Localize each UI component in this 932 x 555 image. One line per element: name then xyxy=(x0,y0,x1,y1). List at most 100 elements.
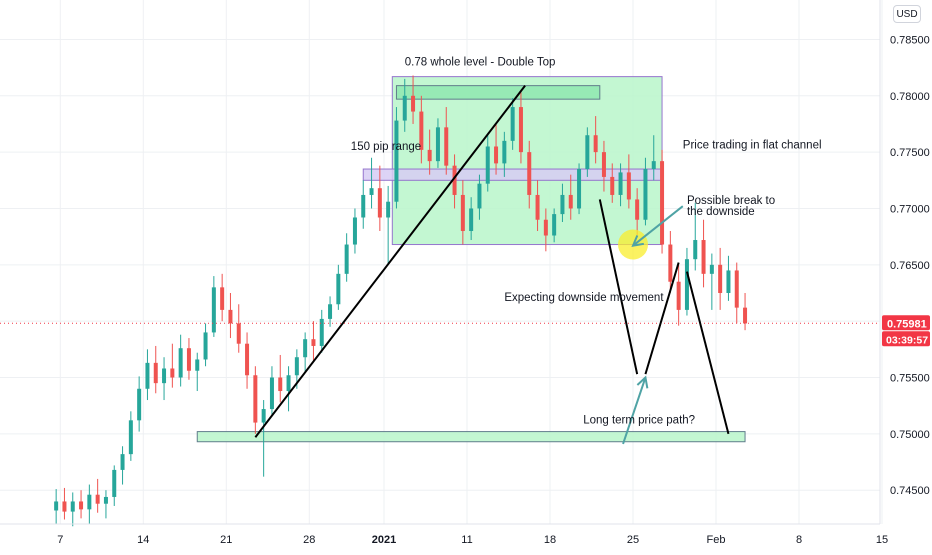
candle-body xyxy=(137,388,142,421)
time-tick-label: 2021 xyxy=(372,534,396,546)
candle-body xyxy=(54,501,59,511)
candle-body xyxy=(527,152,532,195)
candle-body xyxy=(452,165,457,195)
candle-body xyxy=(402,95,407,121)
candle-body xyxy=(585,135,590,170)
candle-body xyxy=(676,281,681,310)
time-tick-label: 15 xyxy=(876,534,888,546)
uptrend-line xyxy=(254,85,526,438)
annotations: 0.78 whole level - Double Top 150 pip ran… xyxy=(351,56,822,426)
candle-body xyxy=(494,146,499,164)
annotation-label: Possible break to xyxy=(687,195,775,207)
grid xyxy=(0,0,883,524)
price-tick-label: 0.75000 xyxy=(890,429,930,441)
candle-body xyxy=(435,127,440,162)
candle-body xyxy=(70,501,75,512)
candle-body xyxy=(419,111,424,150)
path-leg-3 xyxy=(685,271,730,435)
price-tick-label: 0.77000 xyxy=(890,203,930,215)
candle-body xyxy=(610,176,615,195)
candle-body xyxy=(103,496,108,504)
annotation-label: Expecting downside movement xyxy=(504,292,664,304)
candle-body xyxy=(211,287,216,333)
time-tick-label: Feb xyxy=(707,534,726,546)
path-arrow xyxy=(622,377,647,445)
candle-body xyxy=(568,194,573,209)
current-price-tag: 0.75981 03:39:57 xyxy=(882,315,930,347)
candle-body xyxy=(228,309,233,324)
candle-body xyxy=(253,375,258,423)
candle-body xyxy=(62,501,67,512)
candle-body xyxy=(560,194,565,215)
annotation-label: 150 pip range xyxy=(351,141,421,153)
candle-body xyxy=(319,318,324,346)
currency-button[interactable]: USD xyxy=(893,5,921,23)
time-tick-label: 8 xyxy=(796,534,802,546)
candle-body xyxy=(79,501,84,510)
candle-body xyxy=(709,264,714,274)
candle-body xyxy=(336,273,341,305)
candle-body xyxy=(311,339,316,346)
candle-body xyxy=(626,172,631,200)
candle-body xyxy=(203,332,208,360)
candle-body xyxy=(195,359,200,371)
time-tick-label: 7 xyxy=(57,534,63,546)
candle-body xyxy=(286,375,291,392)
candle-body xyxy=(386,201,391,218)
price-tick-label: 0.77500 xyxy=(890,147,930,159)
candle-body xyxy=(651,161,656,170)
candle-body xyxy=(469,208,474,232)
price-tick-label: 0.74500 xyxy=(890,485,930,497)
candle-body xyxy=(278,377,283,392)
candle-body xyxy=(220,287,225,310)
candle-body xyxy=(552,214,557,236)
candle-body xyxy=(477,183,482,209)
candle-body xyxy=(261,409,266,423)
candle-body xyxy=(535,194,540,220)
drawings xyxy=(0,85,880,445)
annotation-label: the downside xyxy=(687,206,755,218)
candle-body xyxy=(660,161,665,245)
candle-body xyxy=(701,240,706,274)
candle-body xyxy=(170,368,175,378)
candle-body xyxy=(128,420,133,455)
candle-body xyxy=(684,259,689,310)
candle-body xyxy=(510,107,515,141)
candle-body xyxy=(743,307,748,324)
time-tick-label: 11 xyxy=(461,534,472,546)
candle-body xyxy=(328,304,333,319)
annotation-label: Long term price path? xyxy=(583,415,695,427)
candle-body xyxy=(361,194,366,218)
time-axis[interactable]: 7 14 21 28 2021 11 18 25 Feb 8 15 xyxy=(57,534,888,546)
price-tick-label: 0.78500 xyxy=(890,34,930,46)
candle-body xyxy=(734,270,739,308)
candle-body xyxy=(718,264,723,293)
time-tick-label: 21 xyxy=(220,534,232,546)
candle-body xyxy=(460,194,465,232)
time-tick-label: 14 xyxy=(137,534,149,546)
candle-body xyxy=(518,107,523,153)
double-top-zone xyxy=(395,85,601,100)
candle-body xyxy=(485,146,490,184)
breakdown-arrow xyxy=(632,205,684,247)
candle-body xyxy=(577,169,582,209)
candle-body xyxy=(352,217,357,245)
candle-body xyxy=(236,323,241,344)
candle-body xyxy=(153,362,158,384)
candle-body xyxy=(668,244,673,282)
candle-body xyxy=(120,454,125,470)
path-leg-1 xyxy=(598,199,639,375)
candle-body xyxy=(87,494,92,510)
candle-body xyxy=(162,368,167,384)
candle-body xyxy=(444,127,449,166)
candle-body xyxy=(186,348,191,371)
candle-body xyxy=(95,494,100,504)
pip-range-zone xyxy=(362,168,663,181)
long-term-support-zone xyxy=(196,431,746,443)
candle-body xyxy=(294,357,299,376)
candle-body xyxy=(543,219,548,236)
time-tick-label: 18 xyxy=(544,534,556,546)
candle-body xyxy=(369,188,374,195)
